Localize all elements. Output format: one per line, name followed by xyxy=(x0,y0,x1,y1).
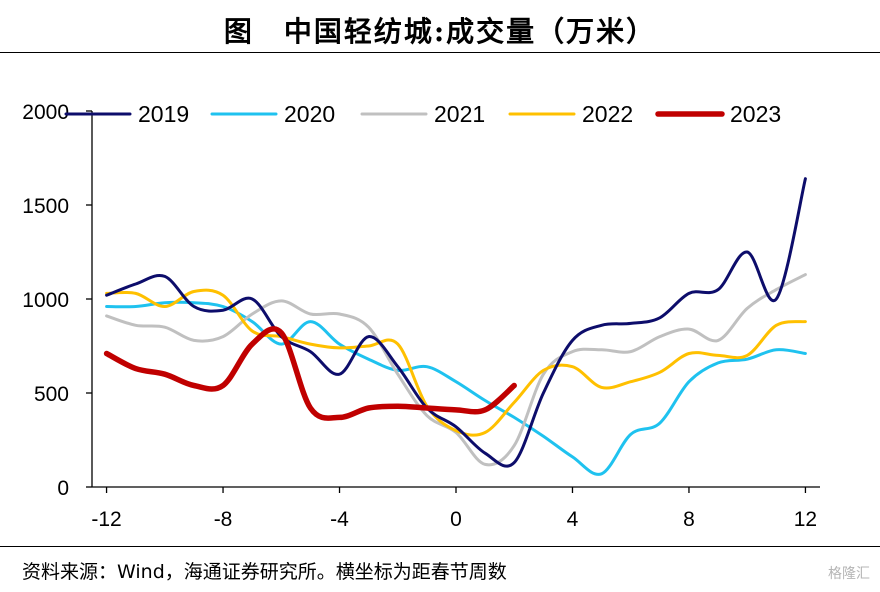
x-tick-label: 8 xyxy=(683,508,695,531)
y-tick-label: 0 xyxy=(57,477,69,500)
chart-series xyxy=(103,177,807,476)
x-tick-label: -4 xyxy=(330,508,349,531)
chart-legend: 2019 2020 2021 2022 2023 xyxy=(64,101,781,127)
legend-label-2021: 2021 xyxy=(434,101,485,127)
x-tick-label: 4 xyxy=(567,508,579,531)
series-line-2019 xyxy=(105,177,807,468)
series-line-2023 xyxy=(103,326,517,421)
legend-label-2022: 2022 xyxy=(582,101,633,127)
y-tick-label: 500 xyxy=(34,383,69,406)
y-tick-label: 1000 xyxy=(22,289,69,312)
legend-label-2019: 2019 xyxy=(138,101,189,127)
series-line-2022 xyxy=(105,288,807,437)
x-tick-label: 12 xyxy=(794,508,817,531)
y-tick-label: 2000 xyxy=(22,101,69,124)
title-rule xyxy=(0,52,880,53)
x-tick-label: -8 xyxy=(214,508,233,531)
source-note: 资料来源：Wind，海通证券研究所。横坐标为距春节周数 xyxy=(22,561,507,583)
watermark-logo: 格隆汇 xyxy=(828,566,870,582)
series-line-2020 xyxy=(105,300,807,476)
series-line-2021 xyxy=(105,273,807,467)
chart-axes: 0 500 1000 1500 2000 -12 -8 -4 0 4 8 12 xyxy=(22,101,820,531)
chart-title: 图 中国轻纺城:成交量（万米） xyxy=(223,15,657,48)
y-tick-label: 1500 xyxy=(22,195,69,218)
source-rule xyxy=(0,546,880,547)
x-tick-label: 0 xyxy=(450,508,462,531)
x-tick-label: -12 xyxy=(91,508,121,531)
legend-label-2023: 2023 xyxy=(730,101,781,127)
legend-label-2020: 2020 xyxy=(284,101,335,127)
